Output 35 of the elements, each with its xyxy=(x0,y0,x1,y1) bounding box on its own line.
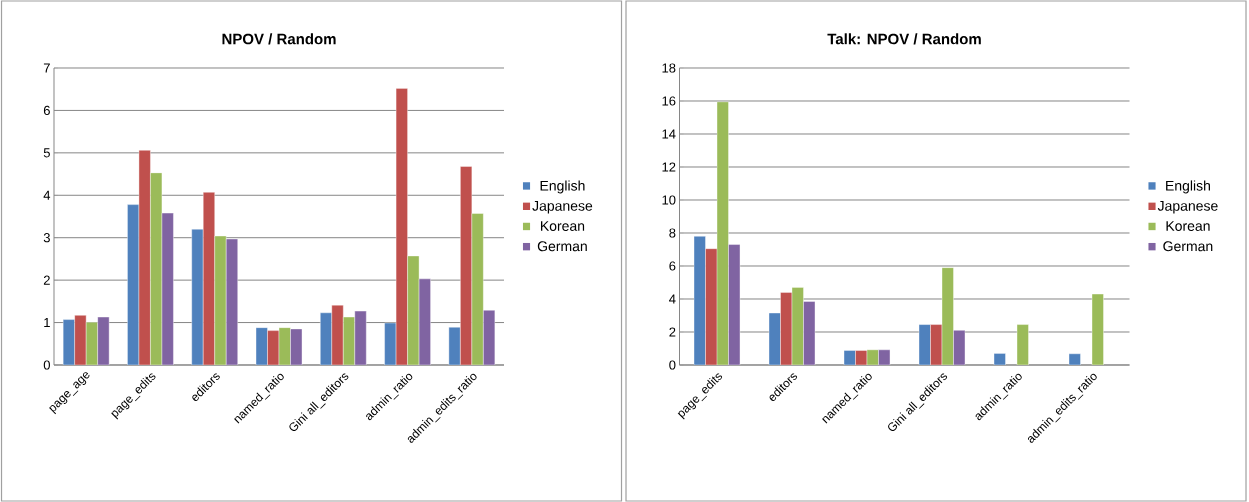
y-tick-label: 10 xyxy=(662,195,676,205)
bar xyxy=(1091,293,1104,365)
legend-label: Korean xyxy=(1166,221,1210,231)
chart-title: NPOV / Random xyxy=(222,33,336,45)
y-tick-label: 6 xyxy=(669,261,676,271)
y-tick-label: 5 xyxy=(43,148,50,158)
y-tick-label: 6 xyxy=(43,105,50,116)
y-tick-label: 0 xyxy=(43,360,50,370)
legend-label: English xyxy=(540,180,585,194)
y-tick-label: 2 xyxy=(43,275,50,285)
y-tick-label: 3 xyxy=(43,233,50,243)
bar xyxy=(993,353,1006,365)
legend-label: English xyxy=(1166,180,1210,194)
y-tick-label: 1 xyxy=(44,318,50,328)
legend-label: Japanese xyxy=(532,201,593,214)
bar xyxy=(74,315,87,365)
y-tick-label: 4 xyxy=(669,294,676,304)
bar xyxy=(1016,324,1029,365)
y-tick-label: 2 xyxy=(669,327,676,337)
bar xyxy=(331,304,344,365)
y-tick-label: 18 xyxy=(662,63,676,73)
chart-title: Talk: NPOV / Random xyxy=(827,33,981,45)
y-tick-label: 7 xyxy=(43,63,50,73)
y-tick-label: 16 xyxy=(662,96,676,106)
y-tick-label: 8 xyxy=(669,228,676,238)
y-tick-label: 14 xyxy=(662,129,676,139)
legend-label: German xyxy=(1163,241,1213,252)
y-tick-label: 12 xyxy=(662,162,676,172)
legend-label: Japanese xyxy=(1157,201,1218,214)
bar xyxy=(1068,353,1081,365)
legend-label: German xyxy=(537,241,587,252)
y-tick-label: 4 xyxy=(43,190,51,200)
legend-label: Korean xyxy=(541,221,585,231)
bar xyxy=(214,235,227,365)
y-tick-label: 0 xyxy=(669,360,676,370)
